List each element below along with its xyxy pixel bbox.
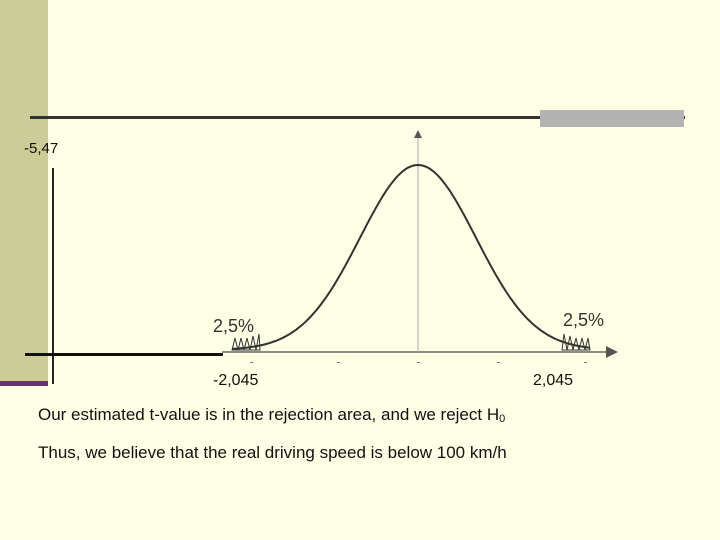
top-rule-box xyxy=(540,110,684,127)
conclusion-line-2: Thus, we believe that the real driving s… xyxy=(38,443,507,462)
tail-label-right: 2,5% xyxy=(563,310,604,330)
tick-mark xyxy=(497,362,500,363)
bell-curve xyxy=(231,163,591,350)
axis-ticks xyxy=(250,362,587,363)
t-value-label: -5,47 xyxy=(24,140,59,157)
top-rule-line xyxy=(30,116,685,119)
critical-value-right: 2,045 xyxy=(533,372,574,389)
tick-mark xyxy=(417,362,420,363)
conclusion-text-1: Our estimated t-value is in the rejectio… xyxy=(38,405,500,424)
tick-mark xyxy=(584,362,587,363)
rejection-tail-left xyxy=(231,333,261,351)
hypothesis-subscript: 0 xyxy=(499,413,506,425)
t-value-horizontal-line xyxy=(25,353,223,356)
critical-value-left: -2,045 xyxy=(213,372,259,389)
side-accent-bar xyxy=(0,381,48,386)
tail-label-left: 2,5% xyxy=(213,316,254,336)
t-value-vertical-line xyxy=(52,168,54,384)
conclusion-line-1: Our estimated t-value is in the rejectio… xyxy=(38,405,505,425)
tick-mark xyxy=(250,362,253,363)
tick-mark xyxy=(337,362,340,363)
rejection-tail-right xyxy=(561,333,591,351)
side-decoration-bar xyxy=(0,0,48,384)
